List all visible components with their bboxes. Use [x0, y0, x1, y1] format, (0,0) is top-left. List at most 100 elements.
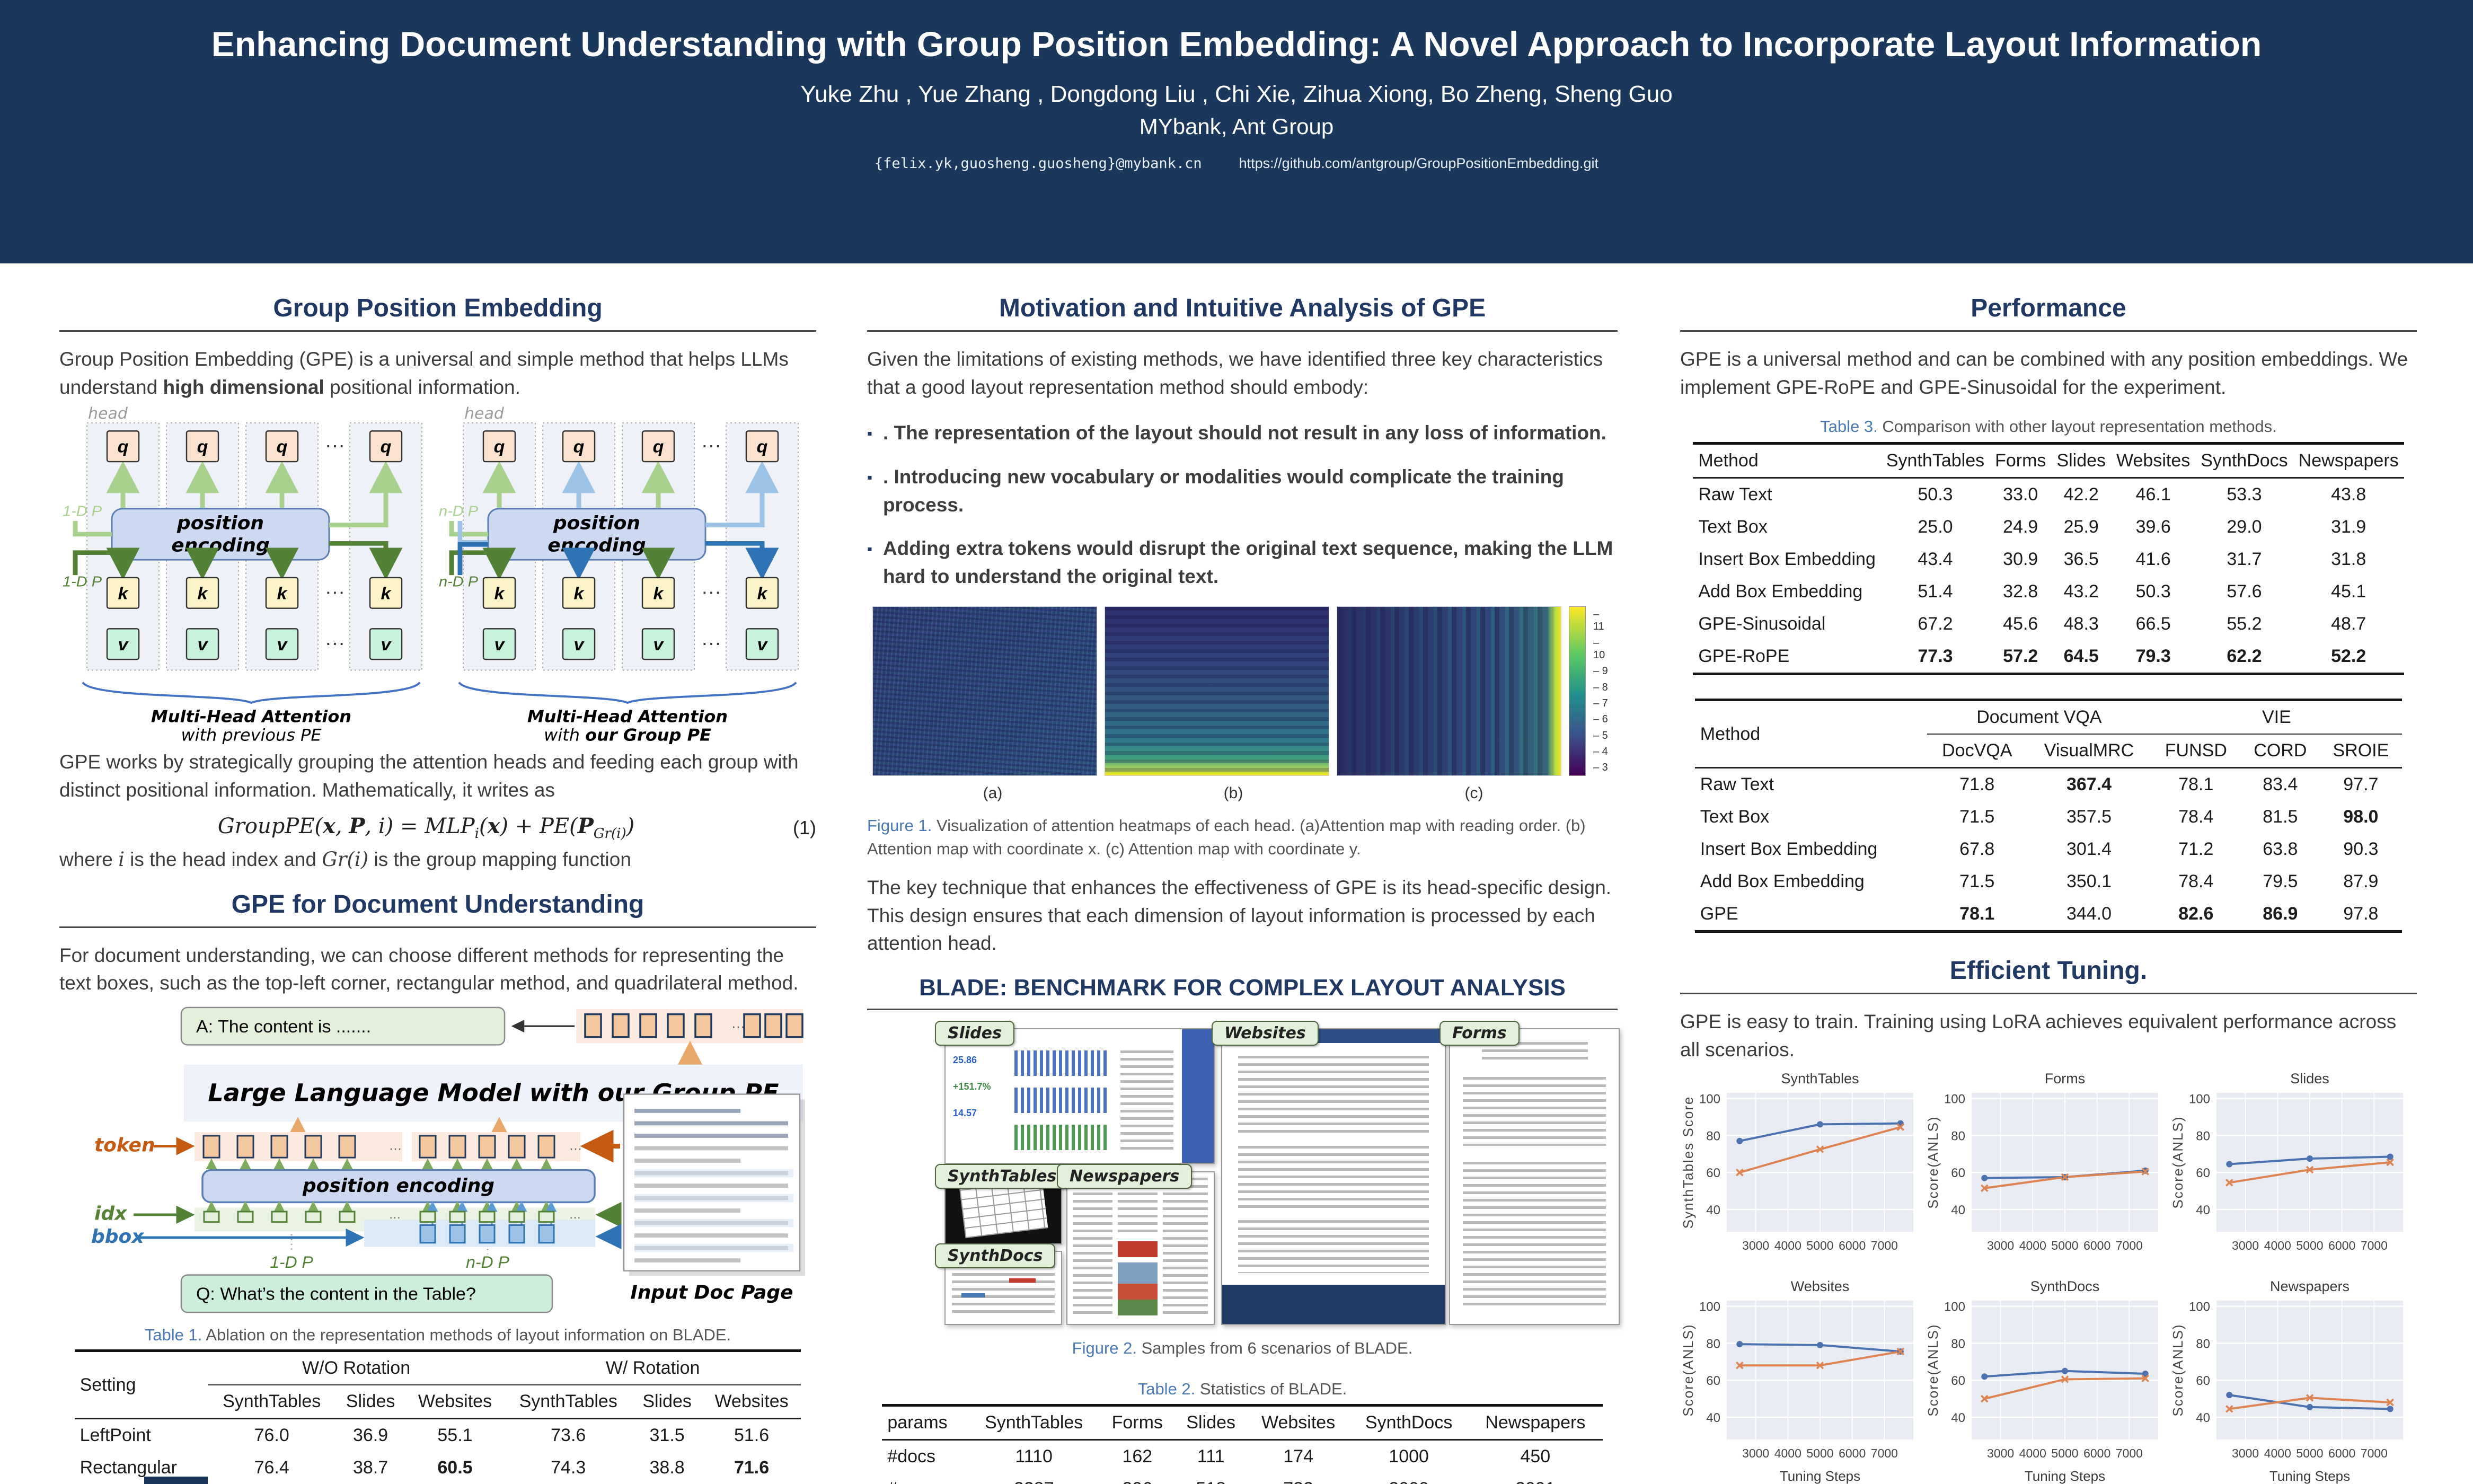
- contact-email: {felix.yk,guosheng.guosheng}@mybank.cn: [874, 155, 1202, 172]
- svg-text:···: ···: [325, 632, 345, 653]
- svg-text:60: 60: [1951, 1374, 1965, 1388]
- label-forms: Forms: [1439, 1020, 1520, 1046]
- table-row: Raw Text 71.8 367.4 78.1 83.4 97.7: [1694, 767, 2403, 801]
- chart-forms: Forms 40 60 80 100 3000 4000 5000 6000 7000 Score(…: [1925, 1072, 2158, 1252]
- svg-text:40: 40: [2196, 1411, 2210, 1425]
- key-characteristics-list: ▪. The representation of the layout shou…: [867, 419, 1618, 590]
- svg-text:encoding: encoding: [171, 535, 270, 556]
- svg-text:3000: 3000: [2232, 1446, 2259, 1460]
- svg-text:q: q: [277, 437, 288, 456]
- table-row: Text Box 71.5 357.5 78.4 81.5 98.0: [1700, 807, 2379, 827]
- table-row: Add Box Embedding 71.5 350.1 78.4 79.5 87.9: [1700, 871, 2379, 892]
- affiliation: MYbank, Ant Group: [1139, 114, 1334, 139]
- svg-text:1-D P: 1-D P: [63, 573, 102, 590]
- svg-text:100: 100: [1699, 1092, 1720, 1106]
- gpe-math-paragraph: GPE works by strategically grouping the …: [59, 751, 799, 801]
- svg-text:v: v: [494, 635, 506, 654]
- svg-text:k: k: [757, 584, 768, 603]
- data-table: Method Document VQA VIE DocVQA VisualMRC FUNS…: [1694, 699, 2403, 933]
- svg-text:5000: 5000: [2051, 1239, 2078, 1252]
- svg-text:Score(ANLS): Score(ANLS): [1925, 1116, 1941, 1208]
- svg-text:···: ···: [325, 434, 345, 456]
- bullet-marker-icon: ▪: [867, 541, 872, 558]
- equation-number: (1): [793, 816, 816, 838]
- svg-text:100: 100: [1944, 1300, 1965, 1314]
- sample-slides: 25.86 +151.7% 14.57: [944, 1028, 1215, 1164]
- svg-text:···: ···: [389, 1211, 401, 1224]
- divider: [1680, 330, 2417, 332]
- svg-text:Tuning Steps: Tuning Steps: [2269, 1468, 2350, 1484]
- svg-text:···: ···: [569, 1141, 582, 1155]
- svg-text:v: v: [118, 635, 129, 654]
- svg-text:40: 40: [1706, 1203, 1720, 1217]
- svg-text:6000: 6000: [2083, 1239, 2110, 1252]
- colorbar-ticks: – 11– 10– 9– 8– 7– 6– 5– 4– 3: [1593, 608, 1608, 774]
- svg-text:···: ···: [325, 580, 345, 602]
- svg-text:3000: 3000: [1742, 1446, 1769, 1460]
- table-row: #qas228729651873220002091: [882, 1472, 1603, 1484]
- figure1-caption: Figure 1. Visualization of attention hea…: [867, 816, 1586, 858]
- svg-text:40: 40: [2196, 1203, 2210, 1217]
- svg-text:Score(ANLS): Score(ANLS): [2170, 1116, 2186, 1208]
- svg-text:···: ···: [701, 632, 721, 653]
- table-row: Add Box Embedding 51.4 32.8 43.2 50.3 57.6 45.…: [1698, 581, 2366, 602]
- divider: [59, 330, 816, 332]
- table-row: Raw Text 50.3 33.0 42.2 46.1 53.3 43.8: [1693, 477, 2404, 511]
- svg-text:k: k: [277, 584, 288, 603]
- svg-text:k: k: [118, 584, 129, 603]
- section-title-blade: BLADE: BENCHMARK FOR COMPLEX LAYOUT ANAL…: [919, 974, 1566, 1001]
- figure1-heatmaps: – 11– 10– 9– 8– 7– 6– 5– 4– 3: [872, 606, 1612, 776]
- svg-text:n-D P: n-D P: [439, 573, 478, 590]
- svg-text:···: ···: [731, 1019, 745, 1034]
- table-row: Insert Box Embedding 67.8 301.4 71.2 63.8 90.…: [1700, 839, 2379, 860]
- svg-text:Multi-Head Attention: Multi-Head Attention: [151, 708, 351, 726]
- svg-text:Websites: Websites: [1791, 1279, 1850, 1294]
- svg-text:6000: 6000: [2328, 1446, 2355, 1460]
- svg-text:40: 40: [1951, 1203, 1965, 1217]
- svg-text:1-D P: 1-D P: [63, 503, 102, 519]
- data-table: Method SynthTables Forms Slides Websites Synt…: [1693, 442, 2404, 676]
- figure2-collage: 25.86 +151.7% 14.57 Slides Websites: [867, 1020, 1620, 1327]
- svg-text:encoding: encoding: [547, 535, 646, 556]
- footer-accent-strip: [144, 1477, 208, 1484]
- svg-text:60: 60: [1706, 1374, 1720, 1388]
- svg-text:4000: 4000: [1774, 1239, 1801, 1252]
- section-title-performance: Performance: [1971, 294, 2126, 322]
- table-3: Method SynthTables Forms Slides Websites Synt…: [1680, 442, 2417, 676]
- svg-text:Score(ANLS): Score(ANLS): [1680, 1323, 1696, 1416]
- svg-text:Input Doc Page: Input Doc Page: [630, 1282, 793, 1304]
- svg-text:4000: 4000: [1774, 1446, 1801, 1460]
- svg-text:n-D P: n-D P: [439, 503, 478, 519]
- svg-text:100: 100: [1944, 1092, 1965, 1106]
- slides-sidebar: [1182, 1029, 1214, 1163]
- svg-text:v: v: [381, 635, 392, 654]
- chart-slides: Slides 40 60 80 100 3000 4000 5000 6000 7000 Score…: [2170, 1072, 2403, 1252]
- table-1: Setting W/O Rotation W/ Rotation SynthTable…: [59, 1349, 816, 1484]
- svg-text:k: k: [653, 584, 664, 603]
- svg-text:5000: 5000: [2296, 1239, 2323, 1252]
- colorbar: [1569, 606, 1586, 776]
- svg-text:7000: 7000: [2361, 1239, 2388, 1252]
- svg-text:position encoding: position encoding: [302, 1175, 494, 1197]
- repo-link[interactable]: https://github.com/antgroup/GroupPositio…: [1239, 155, 1599, 172]
- heatmap-reading-order: [872, 606, 1097, 776]
- svg-text:bbox: bbox: [91, 1226, 144, 1248]
- svg-text:···: ···: [389, 1141, 402, 1155]
- head-specific-paragraph: The key technique that enhances the effe…: [867, 877, 1612, 955]
- svg-text:100: 100: [2189, 1300, 2210, 1314]
- svg-text:Tuning Steps: Tuning Steps: [2025, 1468, 2105, 1484]
- doc-understanding-paragraph: For document understanding, we can choos…: [59, 944, 799, 994]
- sample-websites: [1221, 1028, 1446, 1325]
- svg-text:5000: 5000: [1806, 1446, 1833, 1460]
- sample-forms: [1449, 1028, 1620, 1325]
- gpe-intro-paragraph: Group Position Embedding (GPE) is a univ…: [59, 348, 789, 398]
- section-title-tuning: Efficient Tuning.: [1949, 957, 2148, 985]
- authors: Yuke Zhu , Yue Zhang , Dongdong Liu , Ch…: [800, 81, 1673, 108]
- svg-text:v: v: [277, 635, 288, 654]
- table-row: GPE 78.1 344.0 82.6 86.9 97.8: [1694, 898, 2403, 933]
- svg-text:6000: 6000: [1839, 1446, 1866, 1460]
- column-right: Performance GPE is a universal method an…: [1680, 285, 2417, 1484]
- section-title-motivation: Motivation and Intuitive Analysis of GPE: [999, 294, 1486, 322]
- svg-text:5000: 5000: [2296, 1446, 2323, 1460]
